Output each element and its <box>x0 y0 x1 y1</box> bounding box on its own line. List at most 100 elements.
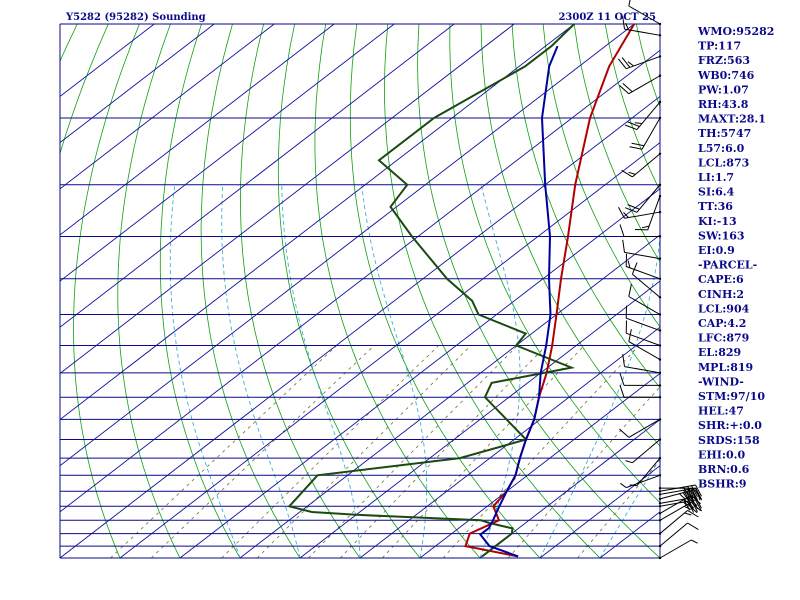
wind-barb-feather <box>687 497 698 507</box>
wind-barb-shaft <box>626 317 661 332</box>
index-entry: STM:97/10 <box>698 390 765 403</box>
index-value: 873 <box>726 156 749 169</box>
wind-barb-shaft <box>659 494 692 514</box>
wind-barb-feather <box>641 225 650 229</box>
index-label: EL: <box>698 346 718 359</box>
index-entry: -PARCEL- <box>698 259 757 272</box>
wind-barb-station <box>658 487 662 490</box>
wind-barb-station <box>658 532 662 535</box>
wind-barb-feather <box>624 124 638 131</box>
index-label: TP: <box>698 40 718 53</box>
index-value: 563 <box>727 54 750 67</box>
index-label: HEL: <box>698 405 729 418</box>
wind-barb <box>625 305 662 332</box>
wind-barb <box>658 501 701 522</box>
wind-barb-feather <box>619 428 630 438</box>
moist-adiabat <box>169 184 241 558</box>
wind-barb-station <box>658 235 662 238</box>
wind-barb-feather <box>627 204 640 210</box>
index-value: 879 <box>726 332 749 345</box>
wind-barb-shaft <box>626 266 661 280</box>
chart-title: Y5282 (95282) Sounding <box>65 12 206 23</box>
index-value: +:0.0 <box>730 419 763 432</box>
wind-barb <box>629 116 662 150</box>
index-value: 158 <box>737 434 760 447</box>
index-entry: SI:6.4 <box>698 186 735 199</box>
wind-barb-feather <box>684 512 692 516</box>
index-value: 47 <box>729 405 744 418</box>
index-label: LCL: <box>698 302 726 315</box>
wind-barb <box>622 239 662 260</box>
index-value: 1.07 <box>722 83 749 96</box>
index-entry: -WIND- <box>698 375 744 388</box>
index-label: SI: <box>698 186 715 199</box>
wind-barb <box>625 320 662 347</box>
wind-barb <box>624 100 662 131</box>
wind-barb <box>628 283 662 316</box>
wind-barb-feather <box>628 0 631 7</box>
moist-adiabat <box>599 457 660 558</box>
index-entry: CAP:4.2 <box>698 317 746 330</box>
wind-barb-station <box>658 497 662 501</box>
isotherm <box>239 234 660 558</box>
index-value: 904 <box>726 302 749 315</box>
wind-barb-shaft <box>628 341 661 360</box>
wind-barb-station <box>658 55 662 58</box>
index-entry: TP:117 <box>698 40 741 53</box>
wind-barb-feather <box>691 485 698 498</box>
wind-barb-shaft <box>632 153 661 178</box>
index-value: 95282 <box>736 25 774 38</box>
wind-barb-station <box>658 438 662 441</box>
wind-barb-shaft <box>636 184 661 213</box>
wind-barb-station <box>658 329 662 332</box>
parcel-trace <box>478 45 559 558</box>
wind-barb <box>628 329 662 361</box>
index-value: 0.0 <box>726 448 745 461</box>
isotherm <box>60 24 575 421</box>
wind-barb-feather <box>622 83 633 93</box>
index-entry: SHR:+:0.0 <box>698 419 762 432</box>
index-value: 43.8 <box>722 98 749 111</box>
index-label: MPL: <box>698 361 730 374</box>
wind-barb-station <box>658 544 662 548</box>
wind-barb-feather <box>629 146 643 150</box>
wind-barb-station <box>658 116 662 120</box>
wind-barb-shaft <box>624 211 661 219</box>
isotherm <box>60 49 660 513</box>
wind-barb-feather <box>624 207 638 213</box>
index-label: TH: <box>698 127 721 140</box>
wind-barbs <box>617 0 703 560</box>
index-label: -WIND- <box>698 375 744 388</box>
wind-barb-station <box>658 556 662 560</box>
index-label: CAP: <box>698 317 727 330</box>
wind-barb-feather <box>628 171 636 175</box>
wind-barb-feather <box>623 212 629 218</box>
isotherm <box>60 24 395 282</box>
isobars <box>59 23 661 559</box>
wind-barb <box>658 494 701 515</box>
wind-barb <box>617 55 662 70</box>
index-entry: LCL:904 <box>698 302 750 315</box>
index-entry: LCL:873 <box>698 156 749 169</box>
wind-barb-shaft <box>632 273 661 298</box>
wind-barb <box>619 385 662 399</box>
isotherm <box>359 326 660 558</box>
wind-barb-feather <box>690 495 701 505</box>
index-label: EI: <box>698 244 716 257</box>
index-label: SRDS: <box>698 434 737 447</box>
index-entry: SW:163 <box>698 229 745 242</box>
index-label: PW: <box>698 83 722 96</box>
index-entry: BRN:0.6 <box>698 463 750 476</box>
index-value: 6 <box>736 273 744 286</box>
wind-barb-feather <box>617 58 627 70</box>
wind-barb <box>624 183 662 213</box>
wind-barb-station <box>658 313 662 316</box>
index-label: STM: <box>698 390 730 403</box>
valid-time: 2300Z 11 OCT 25 <box>558 12 656 23</box>
index-entry: WB0:746 <box>697 69 755 82</box>
index-value: 97/10 <box>730 390 765 403</box>
wind-barb-station <box>658 505 662 508</box>
index-label: FRZ: <box>698 54 727 67</box>
